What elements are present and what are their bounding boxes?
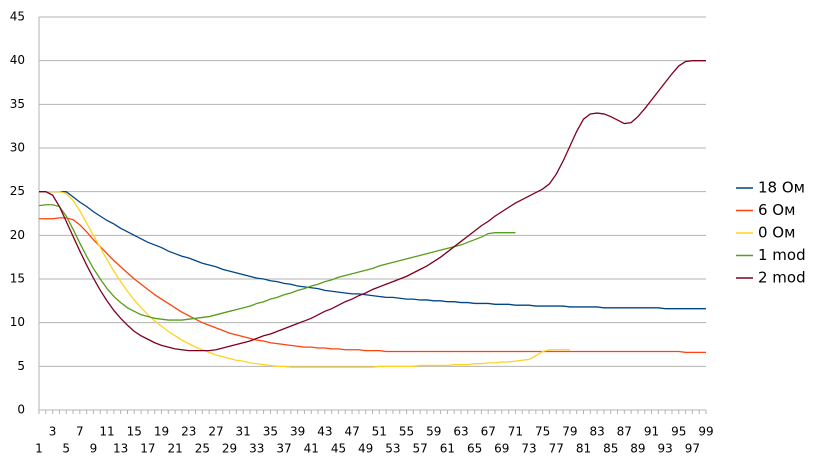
x-tick-label: 43 — [317, 425, 332, 439]
series-line — [39, 217, 706, 354]
y-tick-label: 25 — [10, 184, 25, 198]
x-tick-label: 5 — [62, 442, 70, 456]
x-tick-label: 99 — [698, 425, 713, 439]
x-tick-label: 95 — [671, 425, 686, 439]
x-tick-label: 71 — [508, 425, 523, 439]
legend-label: 6 Ом — [758, 201, 795, 219]
x-tick-label: 89 — [630, 442, 645, 456]
series-line — [39, 60, 706, 352]
x-tick-label: 69 — [494, 442, 509, 456]
x-tick-label: 9 — [90, 442, 98, 456]
y-tick-label: 5 — [17, 359, 25, 373]
x-tick-label: 47 — [344, 425, 359, 439]
x-tick-label: 57 — [413, 442, 428, 456]
x-tick-label: 1 — [35, 442, 43, 456]
x-tick-label: 21 — [167, 442, 182, 456]
legend-label: 1 mod — [758, 246, 806, 264]
x-tick-label: 29 — [222, 442, 237, 456]
x-tick-label: 11 — [99, 425, 114, 439]
x-tick-label: 73 — [521, 442, 536, 456]
series-line — [39, 191, 570, 368]
series-line — [39, 191, 706, 310]
x-tick-label: 91 — [644, 425, 659, 439]
x-tick-label: 7 — [76, 425, 84, 439]
x-tick-label: 63 — [453, 425, 468, 439]
x-tick-label: 27 — [208, 425, 223, 439]
legend-label: 2 mod — [758, 269, 806, 287]
x-tick-label: 67 — [481, 425, 496, 439]
x-tick-label: 23 — [181, 425, 196, 439]
y-tick-label: 10 — [10, 315, 25, 329]
legend-label: 0 Ом — [758, 224, 795, 242]
x-tick-label: 77 — [549, 442, 564, 456]
y-tick-label: 30 — [10, 141, 25, 155]
x-tick-label: 25 — [195, 442, 210, 456]
x-tick-label: 55 — [399, 425, 414, 439]
x-tick-label: 61 — [440, 442, 455, 456]
y-tick-label: 15 — [10, 272, 25, 286]
x-tick-label: 31 — [236, 425, 251, 439]
x-tick-label: 49 — [358, 442, 373, 456]
x-tick-label: 81 — [576, 442, 591, 456]
y-tick-label: 40 — [10, 53, 25, 67]
series-line — [38, 204, 516, 321]
x-tick-label: 45 — [331, 442, 346, 456]
x-tick-label: 85 — [603, 442, 618, 456]
x-tick-label: 37 — [276, 442, 291, 456]
x-tick-label: 51 — [372, 425, 387, 439]
x-tick-label: 59 — [426, 425, 441, 439]
y-tick-label: 0 — [17, 403, 25, 417]
x-tick-label: 39 — [290, 425, 305, 439]
x-tick-label: 17 — [140, 442, 155, 456]
x-tick-label: 33 — [249, 442, 264, 456]
x-tick-label: 19 — [154, 425, 169, 439]
x-tick-label: 75 — [535, 425, 550, 439]
x-tick-label: 79 — [562, 425, 577, 439]
x-tick-label: 93 — [658, 442, 673, 456]
legend-label: 18 Ом — [758, 179, 805, 197]
x-tick-label: 53 — [385, 442, 400, 456]
y-tick-label: 35 — [10, 97, 25, 111]
x-tick-label: 83 — [589, 425, 604, 439]
x-tick-label: 3 — [49, 425, 57, 439]
x-tick-label: 87 — [617, 425, 632, 439]
y-tick-label: 45 — [10, 10, 25, 24]
x-tick-label: 65 — [467, 442, 482, 456]
x-tick-label: 13 — [113, 442, 128, 456]
x-tick-label: 97 — [685, 442, 700, 456]
x-tick-label: 41 — [304, 442, 319, 456]
x-tick-label: 15 — [127, 425, 142, 439]
y-tick-label: 20 — [10, 228, 25, 242]
x-tick-label: 35 — [263, 425, 278, 439]
